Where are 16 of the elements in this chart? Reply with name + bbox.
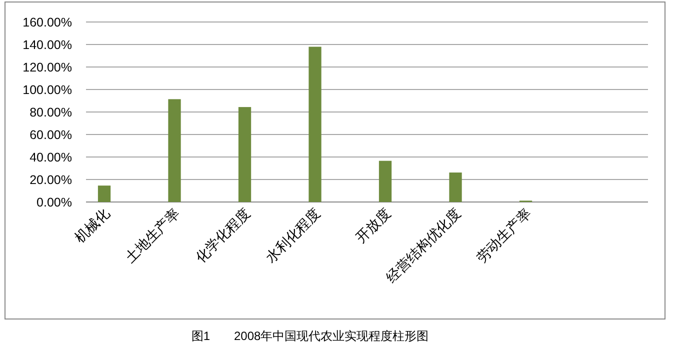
y-tick-label: 120.00% — [22, 60, 72, 74]
y-tick-label: 40.00% — [30, 150, 72, 164]
caption: 图1 2008年中国现代农业实现程度柱形图 — [191, 329, 429, 343]
y-tick-label: 60.00% — [30, 128, 72, 142]
x-tick-label: 劳动生产率 — [473, 204, 534, 266]
y-tick-label: 0.00% — [36, 196, 72, 210]
y-tick-label: 100.00% — [22, 83, 72, 97]
y-tick-label: 20.00% — [30, 173, 72, 187]
x-tick-label: 化学化程度 — [192, 204, 253, 266]
x-tick-label: 土地生产率 — [122, 204, 183, 266]
x-tick-label: 机械化 — [71, 204, 112, 246]
x-tick-label: 水利化程度 — [262, 204, 324, 266]
y-tick-label: 140.00% — [22, 38, 72, 52]
x-tick-label: 开放度 — [352, 204, 394, 246]
y-tick-label: 80.00% — [30, 106, 72, 120]
y-tick-label: 160.00% — [22, 16, 72, 30]
